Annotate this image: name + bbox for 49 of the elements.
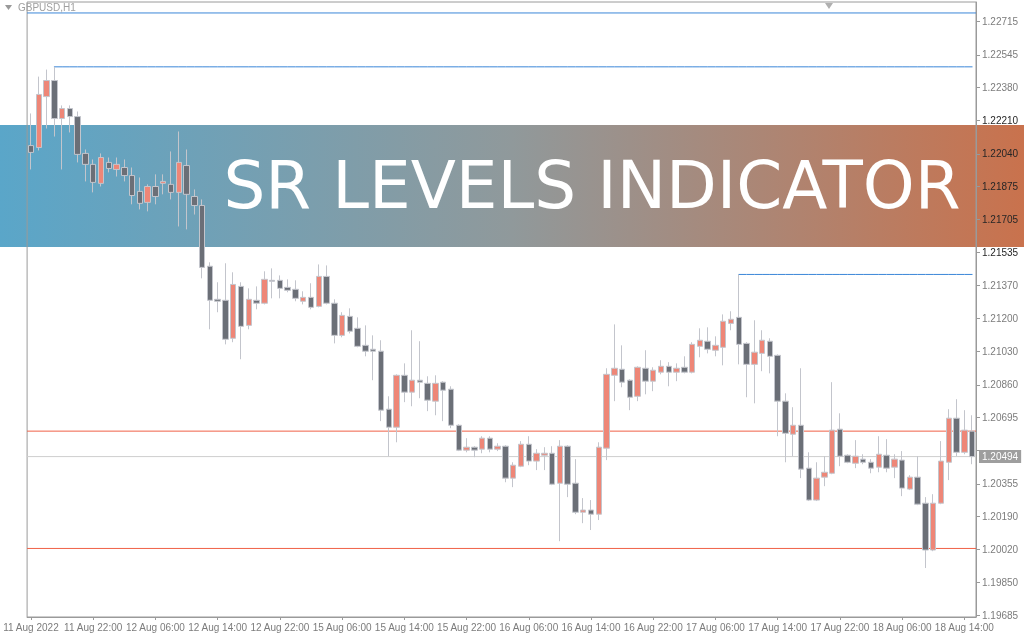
x-tick-label: 15 Aug 22:00	[437, 621, 497, 633]
candlestick	[308, 282, 314, 310]
candlestick	[98, 152, 104, 187]
y-tick-label: 1.20860	[982, 379, 1019, 391]
candlestick	[448, 385, 454, 429]
candlestick	[658, 359, 664, 375]
y-tick-label: 1.19685	[982, 609, 1019, 621]
x-tick-label: 11 Aug 2022	[3, 621, 60, 633]
candlestick	[868, 458, 874, 474]
candlestick	[160, 173, 166, 195]
y-tick-label: 1.20190	[982, 510, 1019, 522]
x-tick-label: 15 Aug 14:00	[374, 621, 435, 633]
x-tick-label: 17 Aug 22:00	[810, 621, 870, 633]
x-tick-label: 15 Aug 06:00	[312, 621, 373, 633]
candlestick	[168, 150, 174, 200]
text: SR LEVELS INDICATOR	[223, 147, 961, 224]
candlestick	[378, 339, 384, 422]
x-tick-label: 16 Aug 22:00	[623, 621, 684, 633]
y-tick-label: 1.21370	[982, 279, 1019, 291]
y-tick-label: 1.21535	[982, 247, 1019, 259]
candlestick	[28, 112, 34, 170]
x-tick-label: 18 Aug 06:00	[872, 621, 933, 633]
y-tick-label: 1.21200	[982, 312, 1019, 324]
x-tick-label: 17 Aug 14:00	[748, 621, 808, 633]
x-tick-label: 12 Aug 06:00	[125, 621, 186, 633]
x-tick-label: 12 Aug 14:00	[188, 621, 248, 633]
y-tick-label: 1.22715	[982, 16, 1019, 28]
candlestick	[417, 340, 423, 399]
y-tick-label: 1.20355	[982, 478, 1019, 490]
x-tick-label: 18 Aug 14:00	[934, 621, 995, 633]
x-tick-label: 12 Aug 22:00	[250, 621, 310, 633]
y-tick-label: 1.21875	[982, 180, 1019, 192]
y-tick-label: 1.21030	[982, 346, 1019, 358]
x-tick-label: 11 Aug 22:00	[64, 621, 123, 633]
x-tick-label: 17 Aug 06:00	[685, 621, 746, 633]
y-tick-label: 1.22545	[982, 49, 1019, 61]
ref-line-label: 1.20494	[982, 451, 1019, 463]
y-tick-label: 1.20695	[982, 411, 1019, 423]
y-tick-label: 1.22210	[982, 115, 1019, 126]
candlestick	[238, 281, 244, 360]
candlestick	[588, 499, 594, 531]
y-tick-label: 1.19850	[982, 577, 1019, 589]
y-tick-label: 1.20020	[982, 543, 1019, 555]
x-tick-label: 16 Aug 14:00	[561, 621, 621, 633]
y-tick-label: 1.21705	[982, 213, 1019, 225]
candlestick	[728, 310, 734, 331]
x-tick-label: 16 Aug 06:00	[499, 621, 559, 633]
y-tick-label: 1.22040	[982, 148, 1019, 160]
y-tick-label: 1.22380	[982, 81, 1019, 93]
